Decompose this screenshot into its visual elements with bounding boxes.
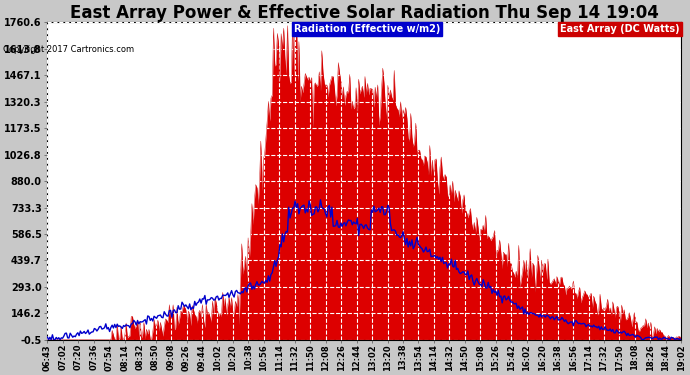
- Text: East Array (DC Watts): East Array (DC Watts): [560, 24, 680, 34]
- Title: East Array Power & Effective Solar Radiation Thu Sep 14 19:04: East Array Power & Effective Solar Radia…: [70, 4, 659, 22]
- Text: Radiation (Effective w/m2): Radiation (Effective w/m2): [294, 24, 440, 34]
- Text: Copyright 2017 Cartronics.com: Copyright 2017 Cartronics.com: [3, 45, 135, 54]
